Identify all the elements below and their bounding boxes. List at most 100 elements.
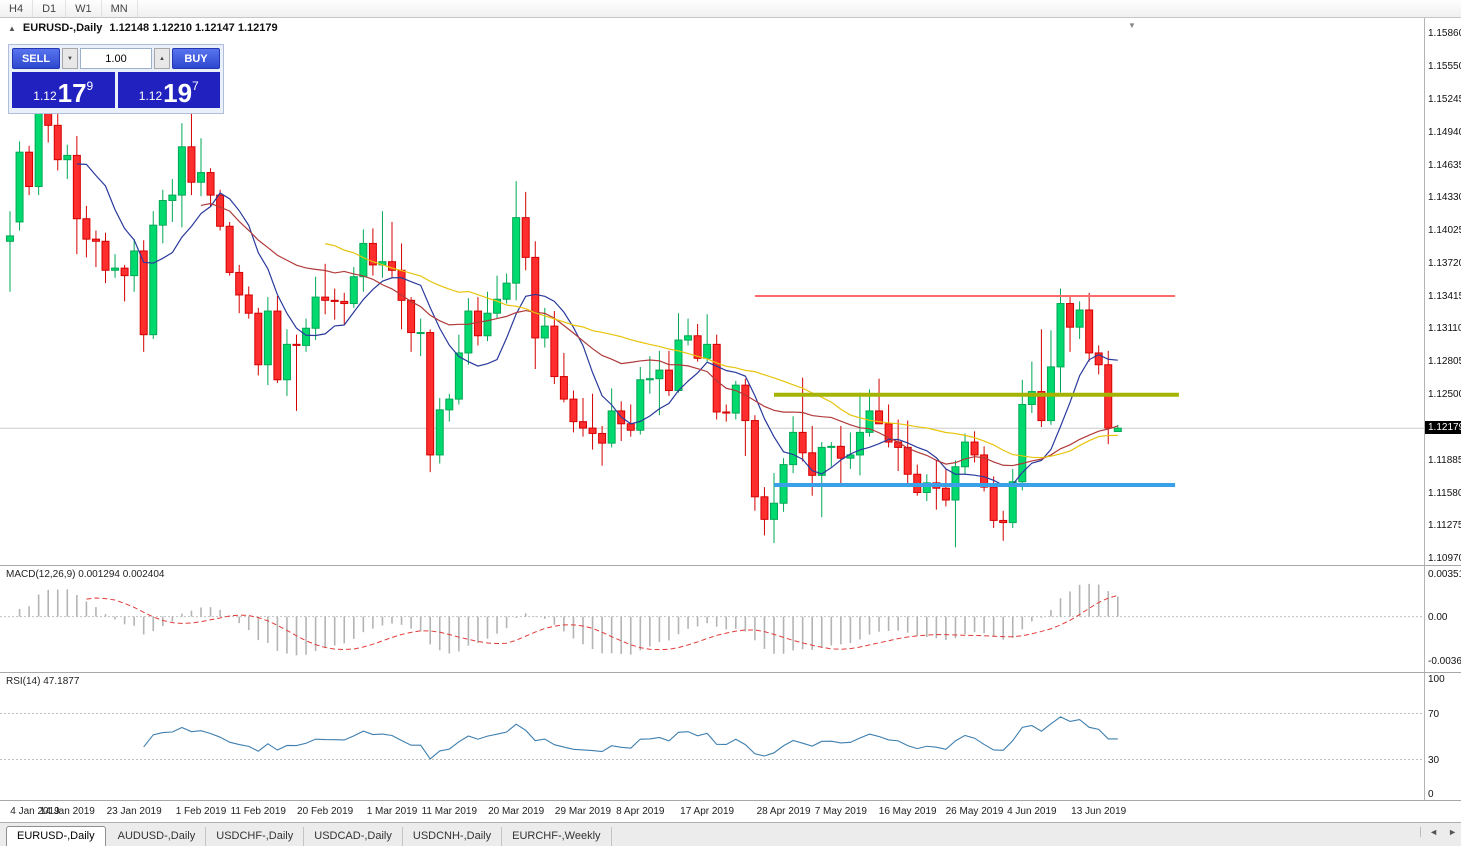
collapse-arrow-icon[interactable]: ▲ <box>8 23 16 33</box>
rsi-axis-label: 70 <box>1428 708 1440 720</box>
price-axis-label: 1.14025 <box>1428 225 1461 236</box>
tf-button-mn[interactable]: MN <box>102 0 138 17</box>
macd-axis-label: 0.003518 <box>1428 569 1461 580</box>
price-axis-label: 1.10970 <box>1428 553 1461 564</box>
date-axis-label: 11 Feb 2019 <box>230 806 286 817</box>
sell-price-figure: 1.12 <box>33 89 57 103</box>
rsi-label: RSI(14) <box>6 676 41 687</box>
date-axis-label: 14 Jan 2019 <box>39 806 95 817</box>
date-axis-label: 4 Jun 2019 <box>1007 806 1057 817</box>
price-axis-label: 1.11275 <box>1428 520 1461 532</box>
tab-scroll-left-icon[interactable]: ◄ <box>1429 827 1439 837</box>
buy-price-pips: 19 <box>163 78 193 108</box>
date-axis-label: 4 Jan 2019 <box>10 806 60 817</box>
rsi-value: 47.1877 <box>43 676 80 687</box>
macd-signal-line <box>86 594 1118 651</box>
price-axis-label: 1.13110 <box>1428 323 1461 335</box>
tab-usdcnh-daily[interactable]: USDCNH-,Daily <box>403 827 503 846</box>
rsi-line <box>143 716 1118 760</box>
date-axis[interactable]: 4 Jan 2019 14 Jan 2019 23 Jan 2019 1 Feb 20… <box>0 800 1461 822</box>
macd-values: 0.001294 0.002404 <box>78 569 165 580</box>
macd-indicator-label: MACD(12,26,9) 0.001294 0.002404 <box>6 569 164 580</box>
price-axis-label: 1.11885 <box>1428 454 1461 466</box>
tab-audusd-daily[interactable]: AUDUSD-,Daily <box>108 827 207 846</box>
macd-histogram <box>18 583 1119 656</box>
timeframe-toolbar: H4 D1 W1 MN <box>0 0 1461 18</box>
date-axis-label: 8 Apr 2019 <box>616 806 665 817</box>
date-axis-label: 17 Apr 2019 <box>680 806 735 817</box>
buy-price-figure: 1.12 <box>138 89 163 103</box>
tf-button-d1[interactable]: D1 <box>33 0 67 17</box>
date-axis-label: 26 May 2019 <box>945 806 1004 817</box>
tab-eurusd-daily[interactable]: EURUSD-,Daily <box>6 826 106 846</box>
tf-button-h4[interactable]: H4 <box>0 0 34 17</box>
tab-eurchf-weekly[interactable]: EURCHF-,Weekly <box>502 827 612 846</box>
price-axis-label: 1.15860 <box>1428 28 1461 39</box>
macd-axis-label: 0.00 <box>1428 611 1448 623</box>
tab-scroll-right-icon[interactable]: ► <box>1448 827 1457 837</box>
macd-axis: 0.003518 0.00 -0.00367 <box>1424 566 1461 672</box>
current-price-tag: 1.12179 <box>1425 421 1461 435</box>
chart-shift-marker-icon[interactable]: ▼ <box>1128 21 1136 30</box>
price-axis-label: 1.14330 <box>1428 192 1461 204</box>
date-axis-label: 7 May 2019 <box>814 806 867 817</box>
date-axis-label: 20 Mar 2019 <box>488 806 545 817</box>
price-axis-label: 1.13415 <box>1428 290 1461 302</box>
chart-symbol-title: EURUSD-,Daily <box>22 22 103 34</box>
symbol-tab-bar: EURUSD-,Daily AUDUSD-,Daily USDCHF-,Daily U… <box>0 822 1461 846</box>
tab-scroll-arrows: ◄ ► <box>1420 827 1457 837</box>
volume-up-button[interactable]: ▲ <box>154 48 170 69</box>
tf-button-w1[interactable]: W1 <box>66 0 102 17</box>
rsi-chart[interactable] <box>0 673 1424 801</box>
buy-button[interactable]: BUY <box>172 48 220 69</box>
ma-fast-line <box>76 163 1118 486</box>
macd-axis-label: -0.00367 <box>1428 656 1461 667</box>
date-axis-label: 1 Feb 2019 <box>175 806 227 817</box>
symbol-tabs: EURUSD-,Daily AUDUSD-,Daily USDCHF-,Daily U… <box>6 825 612 846</box>
chart-area: ▼ ▲ EURUSD-,Daily 1.12148 1.12210 1.1214… <box>0 18 1461 822</box>
date-axis-label: 1 Mar 2019 <box>366 806 418 817</box>
tab-usdcad-daily[interactable]: USDCAD-,Daily <box>304 827 403 846</box>
chart-header: ▲ EURUSD-,Daily 1.12148 1.12210 1.12147 … <box>8 22 278 34</box>
price-axis-label: 1.11580 <box>1428 487 1461 499</box>
price-axis-label: 1.14635 <box>1428 159 1461 171</box>
date-axis-label: 11 Mar 2019 <box>421 806 477 817</box>
price-axis-label: 1.15550 <box>1428 61 1461 73</box>
price-axis-label: 1.15245 <box>1428 94 1461 106</box>
price-axis-label: 1.12805 <box>1428 355 1461 367</box>
rsi-axis-label: 100 <box>1428 674 1445 685</box>
volume-down-button[interactable]: ▼ <box>62 48 78 69</box>
price-axis[interactable]: 1.12179 1.15860 1.15550 1.15245 1.14940 1.14… <box>1424 18 1461 565</box>
price-axis-label: 1.14940 <box>1428 126 1461 138</box>
sell-quote[interactable]: 1.12 17 9 <box>12 72 115 108</box>
chart-ohlc-values: 1.12148 1.12210 1.12147 1.12179 <box>109 22 278 34</box>
rsi-indicator-label: RSI(14) 47.1877 <box>6 676 79 687</box>
price-chart[interactable] <box>0 18 1424 565</box>
date-axis-label: 29 Mar 2019 <box>554 806 612 817</box>
macd-panel: MACD(12,26,9) 0.001294 0.002404 0.003518… <box>0 565 1461 672</box>
macd-label: MACD(12,26,9) <box>6 569 76 580</box>
date-axis-label: 23 Jan 2019 <box>106 806 162 817</box>
ma-mid-line <box>200 202 1118 467</box>
buy-price-pipette: 7 <box>192 79 199 93</box>
sell-price-pips: 17 <box>57 78 87 108</box>
tab-usdchf-daily[interactable]: USDCHF-,Daily <box>206 827 305 846</box>
date-axis-label: 13 Jun 2019 <box>1071 806 1127 817</box>
rsi-axis-label: 30 <box>1428 754 1440 766</box>
price-axis-label: 1.12500 <box>1428 388 1461 400</box>
rsi-axis: 100 70 30 0 <box>1424 673 1461 800</box>
sell-button[interactable]: SELL <box>12 48 60 69</box>
rsi-panel: RSI(14) 47.1877 100 70 30 0 <box>0 672 1461 800</box>
ma-slow-line <box>325 243 1118 459</box>
date-axis-label: 20 Feb 2019 <box>297 806 354 817</box>
buy-quote[interactable]: 1.12 19 7 <box>117 72 220 108</box>
sell-price-pipette: 9 <box>86 79 94 93</box>
volume-input[interactable] <box>80 48 152 69</box>
date-axis-label: 28 Apr 2019 <box>756 806 811 817</box>
rsi-axis-label: 0 <box>1428 789 1434 800</box>
candles <box>6 48 1122 548</box>
date-axis-label: 16 May 2019 <box>878 806 937 817</box>
macd-chart[interactable] <box>0 566 1424 673</box>
price-axis-label: 1.13720 <box>1428 257 1461 269</box>
